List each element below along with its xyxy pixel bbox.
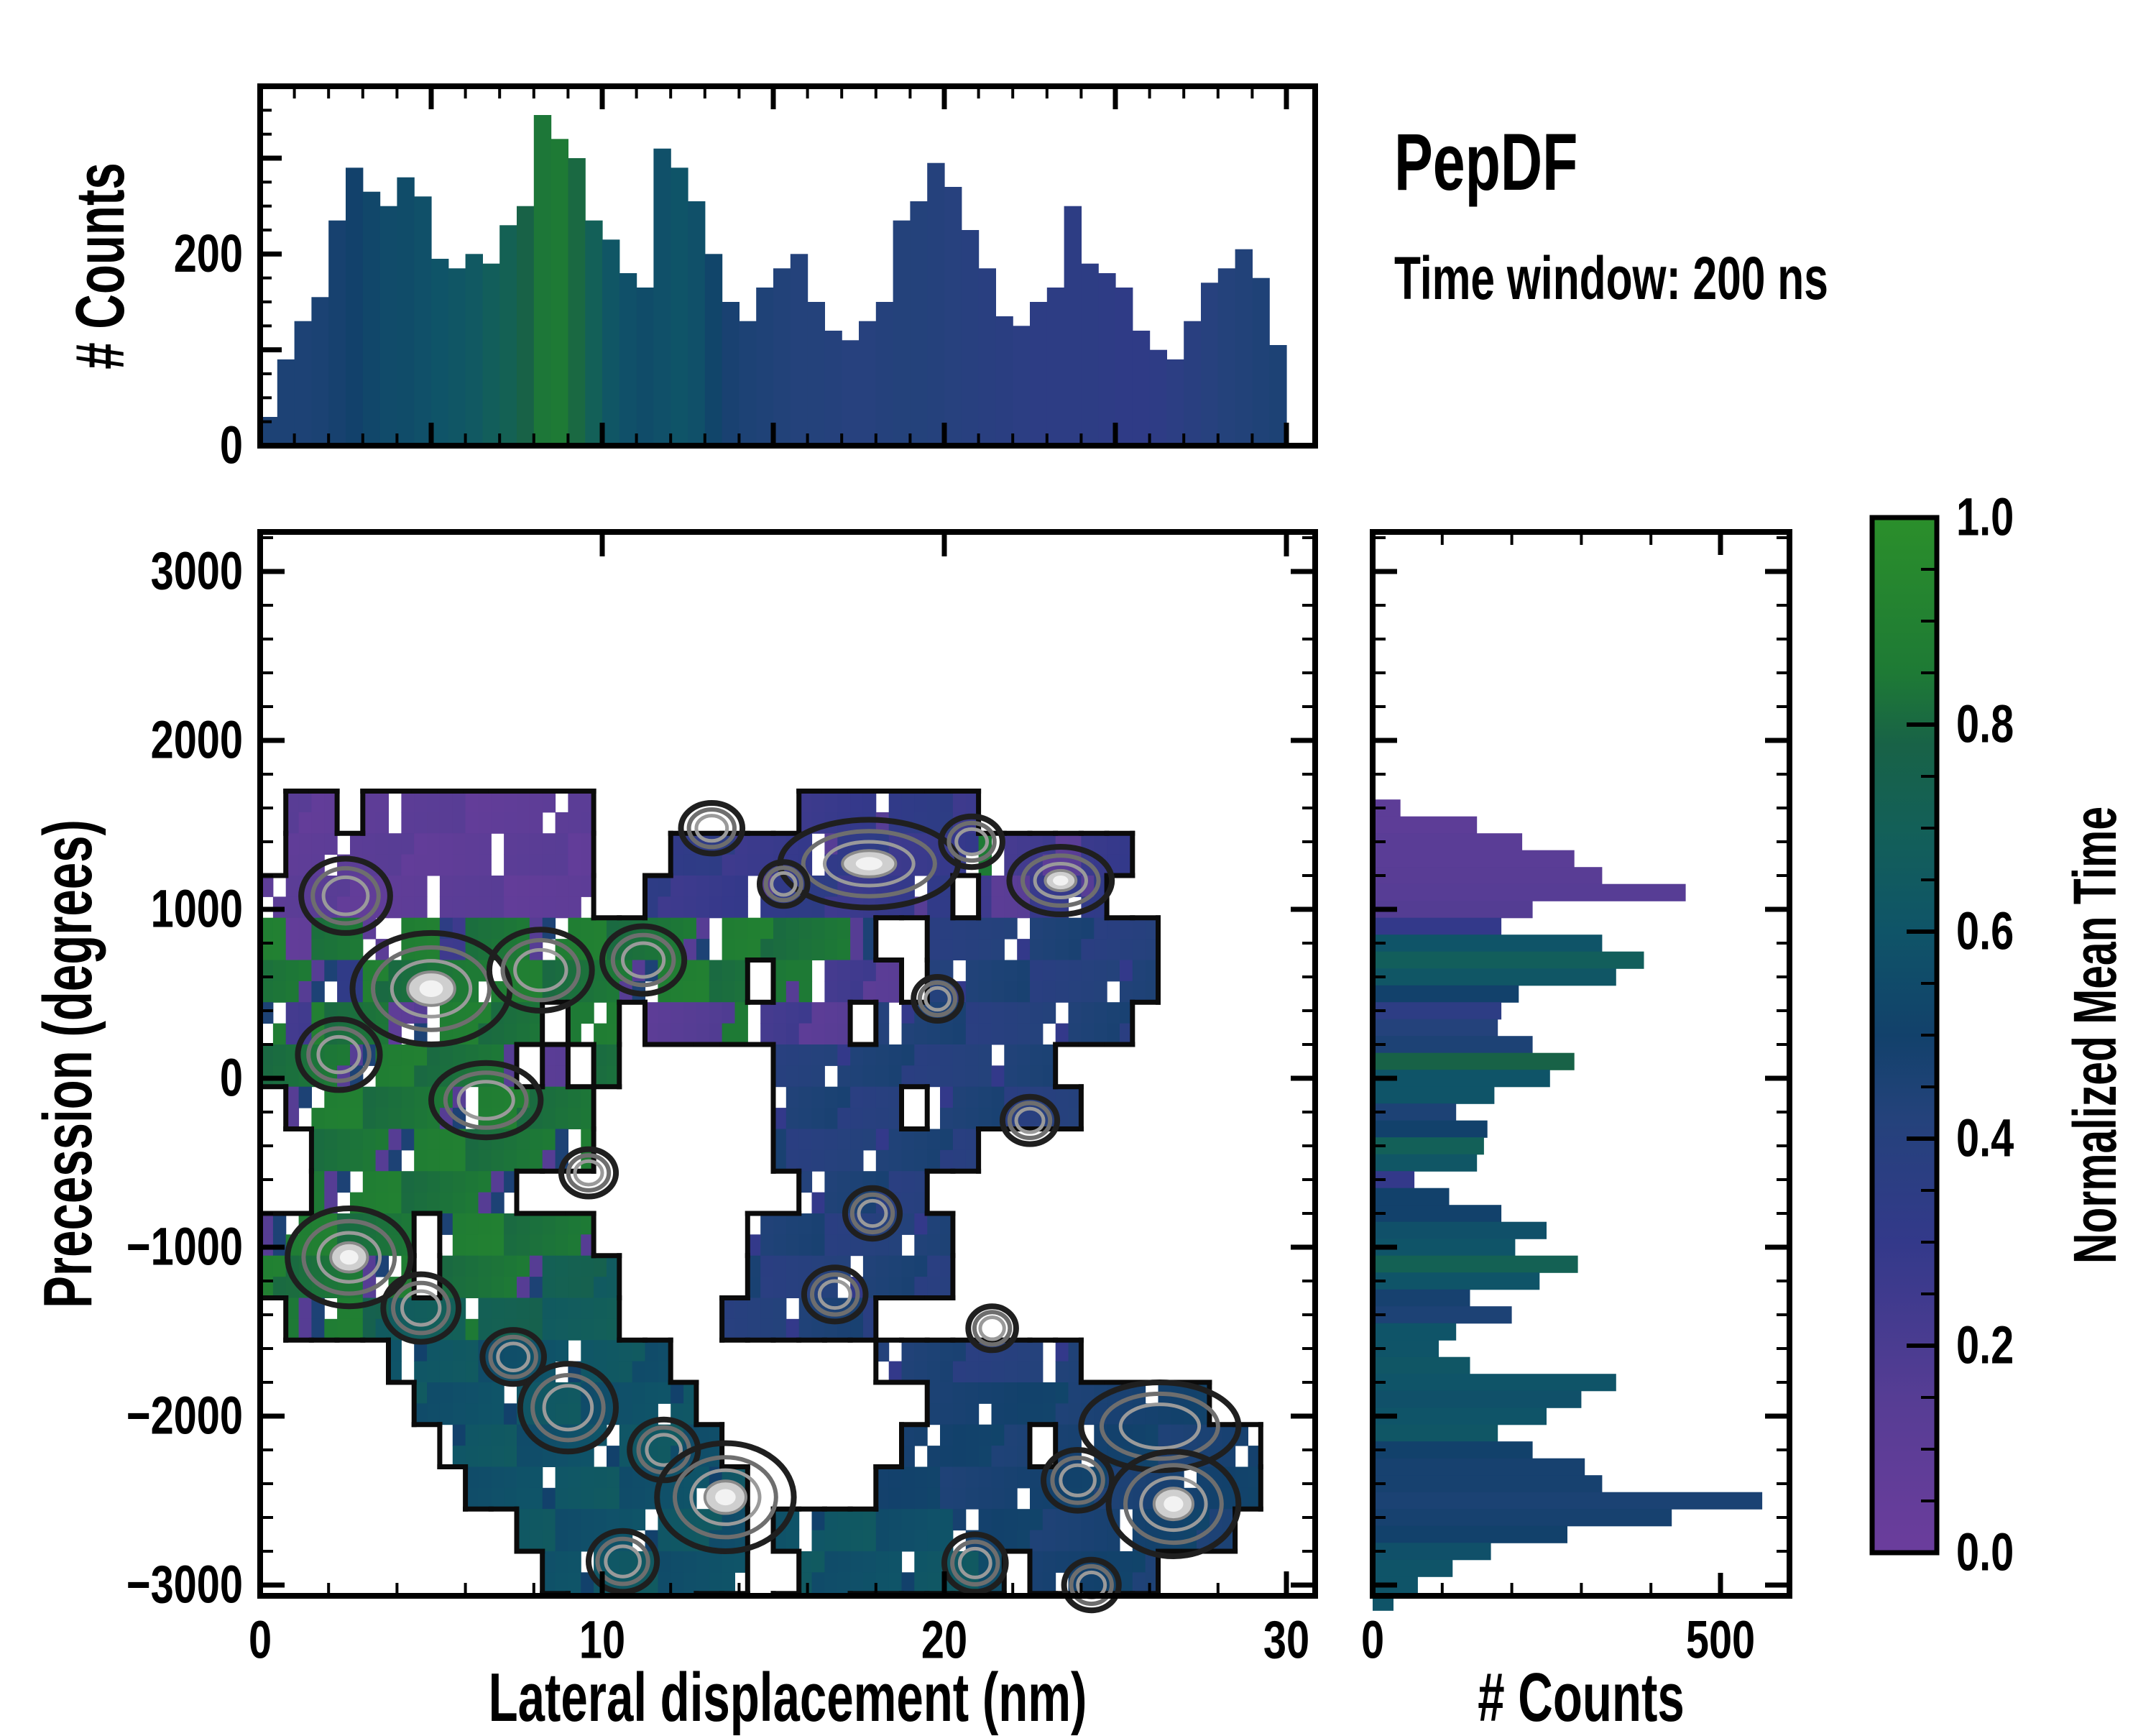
right-hist-xlabel: # Counts (1478, 1659, 1685, 1736)
top-histogram-panel: 0 200 (174, 83, 1318, 476)
svg-text:0.4: 0.4 (1956, 1109, 2014, 1169)
svg-text:0: 0 (220, 1049, 243, 1108)
svg-text:2000: 2000 (151, 711, 243, 771)
svg-text:30: 30 (1263, 1611, 1309, 1671)
figure-subtitle: Time window: 200 ns (1394, 244, 1828, 312)
main-heatmap-panel: 0 10 20 30 3000 2000 1000 0 −1000 −2000 −3000 (126, 529, 1318, 1671)
figure-title: PepDF (1394, 117, 1578, 207)
svg-text:−1000: −1000 (126, 1218, 243, 1277)
svg-text:20: 20 (921, 1611, 967, 1671)
svg-text:1.0: 1.0 (1956, 488, 2014, 548)
svg-text:0.0: 0.0 (1956, 1523, 2014, 1583)
svg-text:1000: 1000 (151, 880, 243, 940)
svg-text:200: 200 (174, 224, 243, 284)
main-ylabel: Precession (degrees) (29, 819, 106, 1308)
svg-text:−3000: −3000 (126, 1556, 243, 1615)
svg-text:0.6: 0.6 (1956, 902, 2014, 962)
top-hist-ylabel: # Counts (62, 162, 139, 369)
main-xlabel: Lateral displacement (nm) (488, 1659, 1087, 1736)
svg-text:3000: 3000 (151, 542, 243, 602)
colorbar-panel: 1.0 0.8 0.6 0.4 0.2 0.0 (1869, 488, 2014, 1583)
svg-text:0.8: 0.8 (1956, 695, 2014, 755)
svg-text:0: 0 (1361, 1611, 1384, 1671)
right-histogram-panel: 0 500 (1361, 529, 1792, 1671)
svg-text:−2000: −2000 (126, 1387, 243, 1446)
svg-text:0: 0 (249, 1611, 272, 1671)
colorbar-label: Normalized Mean Time (2061, 806, 2129, 1264)
svg-text:10: 10 (579, 1611, 625, 1671)
svg-text:0: 0 (220, 416, 243, 476)
svg-text:500: 500 (1686, 1611, 1755, 1671)
svg-text:0.2: 0.2 (1956, 1316, 2014, 1376)
